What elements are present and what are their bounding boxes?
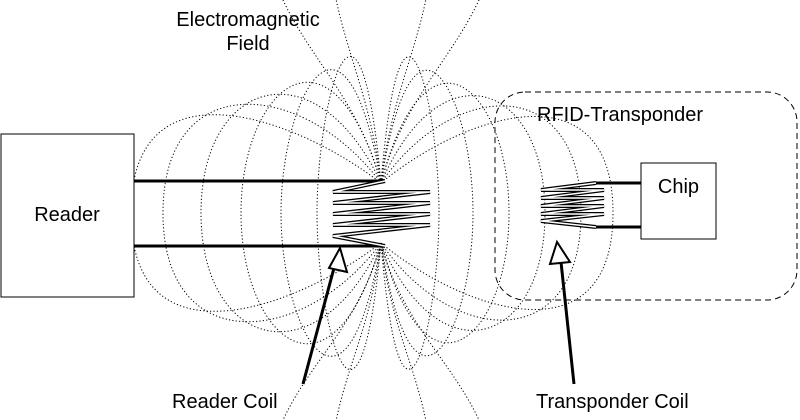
reader-label: Reader — [34, 204, 100, 226]
field-line-left — [162, 103, 382, 323]
field-line-top — [282, 0, 382, 184]
field-line-top — [380, 0, 480, 184]
electromagnetic-field-label: Electromagnetic Field — [148, 8, 348, 56]
rfid-transponder-label: RFID-Transponder — [537, 104, 703, 126]
field-line-right — [380, 105, 582, 321]
field-line-right — [380, 82, 510, 344]
chip-label: Chip — [657, 176, 700, 198]
reader-box — [0, 133, 135, 298]
reader-coil — [332, 179, 431, 248]
field-line-right — [380, 56, 440, 370]
reader-coil-label: Reader Coil — [172, 391, 278, 413]
field-line-left — [240, 81, 382, 345]
transponder-coil — [540, 181, 605, 229]
field-line-top — [335, 0, 382, 184]
field-line-bottom — [380, 242, 480, 420]
transponder-coil-arrow — [548, 239, 576, 385]
transponder-boundary — [494, 91, 798, 301]
reader-coil-arrow — [301, 245, 349, 385]
field-line-left — [200, 93, 382, 333]
field-line-top — [380, 0, 427, 184]
field-label-line2: Field — [226, 33, 270, 55]
field-line-left — [280, 69, 382, 357]
chip-box — [640, 162, 717, 240]
field-label-line1: Electromagnetic — [176, 9, 320, 31]
transponder-coil-label: Transponder Coil — [536, 391, 689, 413]
